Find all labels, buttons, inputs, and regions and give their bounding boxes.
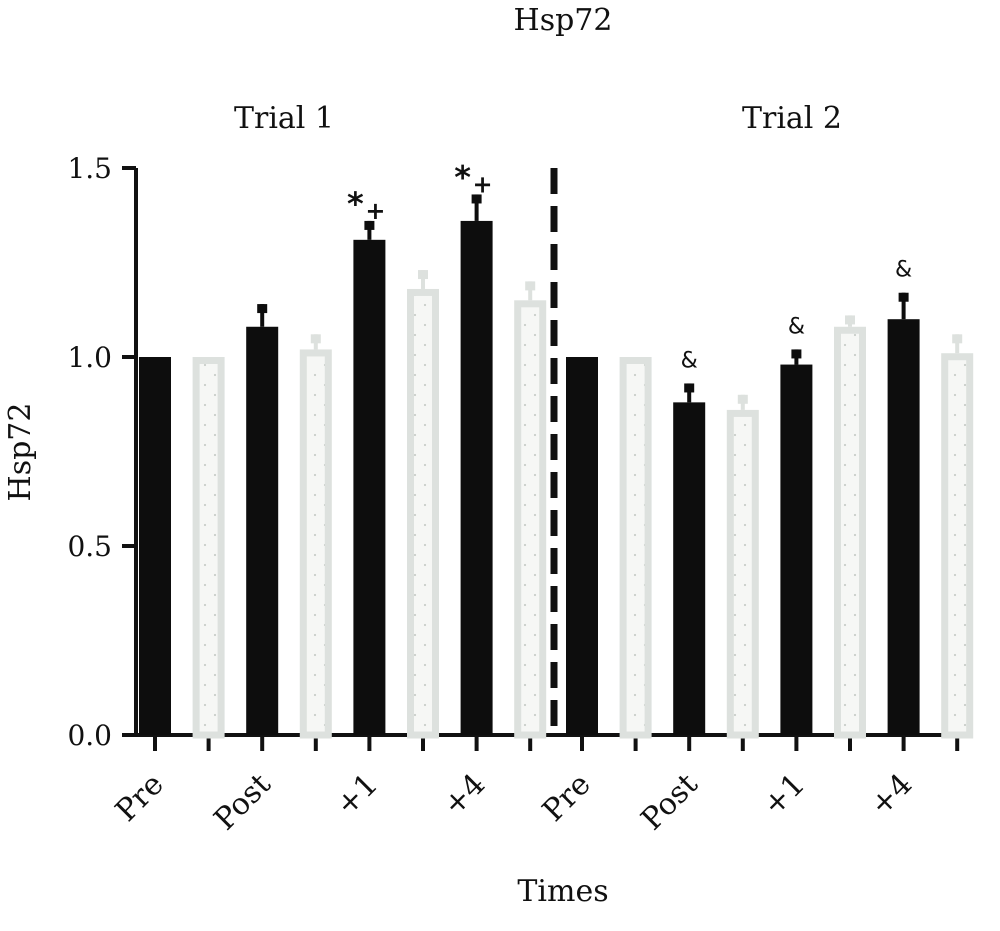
g1-bar-3: [299, 349, 332, 739]
group-label-trial-2: Trial 2: [742, 101, 842, 136]
g1-bar-7: [514, 300, 547, 739]
g2-bar-1: [619, 357, 652, 739]
g1-bar-6-annotation-plus: +: [473, 170, 493, 198]
g1-bar-6-error-cap: [471, 194, 482, 204]
g2-bar-7-error-cap: [952, 334, 963, 344]
g2-bar-4-error-cap: [791, 349, 802, 359]
g1-bar-5: [407, 288, 439, 739]
g2-bar-3: [726, 409, 759, 739]
g1-bar-4: [353, 239, 386, 735]
y-tick-label-3: 1.5: [67, 152, 112, 185]
g2-bar-2-annotation-amp: &: [681, 348, 698, 373]
g2-bar-7: [941, 353, 974, 739]
g1-bar-2-error-cap: [257, 304, 268, 314]
group-label-trial-1: Trial 1: [234, 101, 334, 136]
g2-bar-4-annotation-amp: &: [788, 314, 805, 339]
g2-bar-3-error-cap: [737, 394, 748, 404]
g2-bar-6-error-cap: [898, 292, 909, 302]
g2-x-tick-label-0: Pre: [536, 767, 598, 829]
g2-bar-0: [566, 357, 598, 735]
g1-bar-6-annotation-star: *: [454, 158, 471, 196]
g2-bar-6: [887, 319, 920, 735]
g1-bar-2: [246, 326, 279, 735]
g2-bar-2-error-cap: [684, 383, 695, 393]
g1-bar-5-error-cap: [418, 270, 428, 280]
g1-x-tick-label-2: +1: [329, 767, 385, 823]
g1-bar-4-error-cap: [364, 220, 375, 230]
y-tick-label-0: 0.0: [67, 719, 112, 752]
y-axis-label: Hsp72: [3, 403, 38, 502]
g2-bar-2: [673, 402, 706, 735]
g2-x-tick-label-2: +1: [756, 767, 812, 823]
g1-bar-6: [460, 220, 493, 736]
plot-area: 0.00.51.01.5* +* +Pre Post +1 +4&&&Pre Post +1 +…: [67, 152, 974, 837]
g2-x-tick-label-3: +4: [863, 767, 919, 823]
g1-x-tick-label-0: Pre: [109, 767, 171, 829]
g1-x-tick-label-1: Post: [208, 767, 278, 837]
g1-bar-4-annotation-plus: +: [365, 197, 385, 225]
x-axis-label: Times: [517, 874, 608, 909]
chart-title: Hsp72: [514, 3, 613, 38]
g2-bar-5: [834, 326, 866, 739]
g1-bar-3-error-cap: [310, 334, 321, 344]
g1-bar-7-error-cap: [525, 281, 536, 291]
g1-bar-1: [192, 357, 225, 739]
g2-bar-4: [780, 364, 813, 735]
g1-x-tick-label-3: +4: [436, 767, 492, 823]
g2-bar-5-error-cap: [845, 315, 855, 325]
g1-bar-4-annotation-star: *: [347, 185, 364, 223]
g1-bar-0: [139, 357, 171, 735]
y-tick-label-2: 1.0: [67, 341, 112, 374]
g2-bar-6-annotation-amp: &: [895, 258, 912, 283]
y-tick-label-1: 0.5: [67, 530, 112, 563]
g2-x-tick-label-1: Post: [635, 767, 705, 837]
